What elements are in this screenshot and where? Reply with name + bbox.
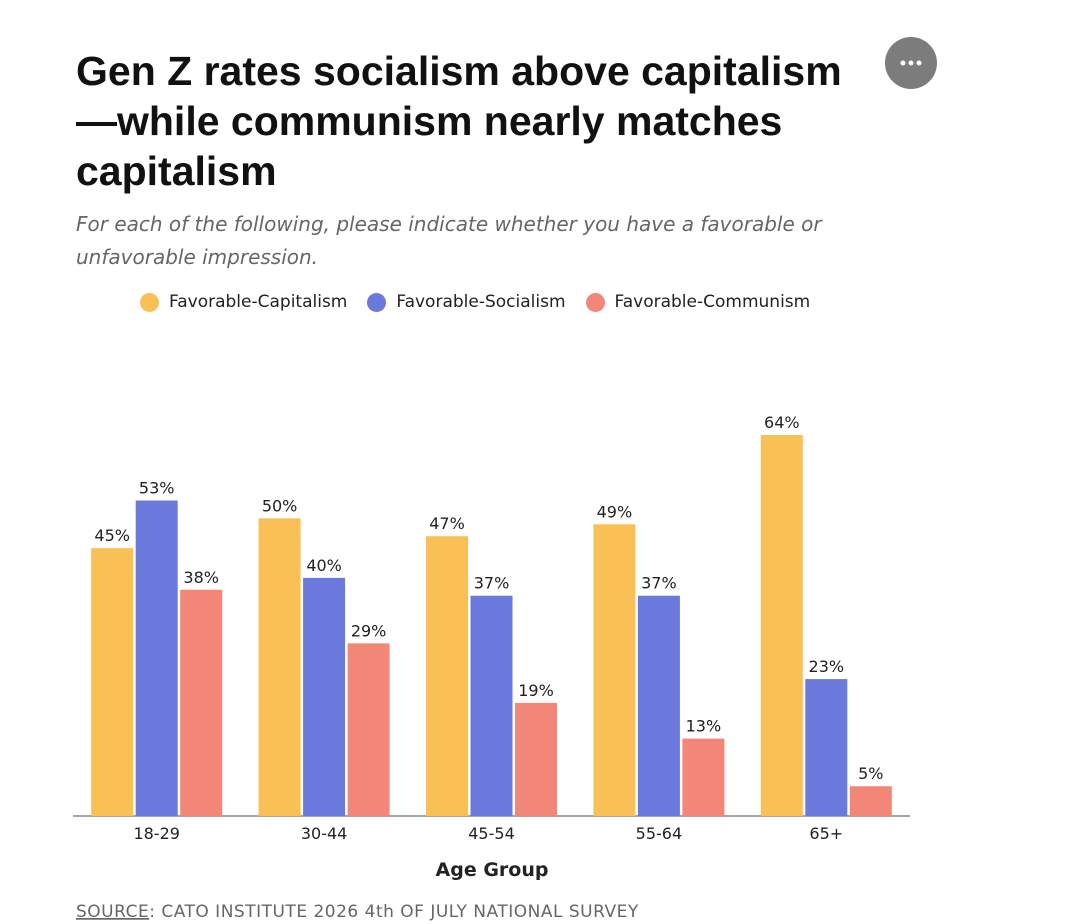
menu-dot — [916, 60, 922, 66]
source-text: : CATO INSTITUTE 2026 4th OF JULY NATION… — [149, 902, 639, 922]
value-label: 23% — [809, 657, 845, 676]
legend-swatch — [367, 292, 387, 312]
legend-item: Favorable-Socialism — [367, 292, 566, 312]
legend: Favorable-Capitalism Favorable-Socialism F… — [140, 292, 810, 312]
x-tick-label: 30-44 — [301, 824, 348, 843]
chart-subtitle: For each of the following, please indica… — [76, 212, 822, 269]
bar — [760, 435, 803, 816]
value-label: 53% — [139, 478, 175, 497]
legend-swatch — [140, 292, 159, 312]
value-label: 29% — [351, 621, 387, 640]
bar — [805, 679, 848, 816]
x-axis-title: Age Group — [436, 859, 549, 881]
menu-button[interactable] — [885, 37, 937, 89]
value-label: 13% — [686, 717, 722, 736]
value-label: 37% — [641, 574, 677, 593]
bar — [180, 589, 223, 816]
menu-dot — [900, 60, 906, 66]
value-label: 19% — [518, 681, 554, 700]
legend-swatch — [585, 292, 605, 312]
legend-item: Favorable-Communism — [585, 292, 811, 312]
bar — [258, 518, 301, 816]
x-tick-label: 55-64 — [636, 824, 683, 843]
value-label: 38% — [183, 568, 219, 587]
value-label: 47% — [429, 514, 465, 533]
value-label: 37% — [474, 574, 510, 593]
source-label: SOURCE — [76, 902, 149, 922]
x-tick-label: 45-54 — [468, 824, 515, 843]
bar — [91, 548, 134, 816]
x-tick-label: 65+ — [809, 824, 843, 843]
source: SOURCE: CATO INSTITUTE 2026 4th OF JULY … — [76, 902, 639, 922]
bar — [593, 524, 636, 816]
value-label: 40% — [306, 556, 342, 575]
value-label: 64% — [764, 413, 800, 432]
bar — [303, 577, 346, 816]
bar — [426, 536, 468, 816]
bar — [515, 702, 557, 816]
bar — [135, 500, 178, 816]
value-label: 49% — [597, 502, 633, 521]
legend-item: Favorable-Capitalism — [140, 292, 347, 312]
value-label: 5% — [858, 764, 883, 783]
bar — [347, 643, 390, 816]
x-tick-label: 18-29 — [133, 824, 180, 843]
value-label: 45% — [94, 526, 130, 545]
legend-label: Favorable-Communism — [614, 292, 811, 312]
menu-dot — [908, 60, 914, 66]
legend-label: Favorable-Socialism — [396, 292, 566, 312]
value-label: 50% — [262, 496, 298, 515]
bar — [849, 786, 892, 816]
bar — [637, 595, 680, 816]
bar — [470, 595, 513, 816]
chart-title: Gen Z rates socialism above capitalism—w… — [76, 48, 842, 194]
legend-label: Favorable-Capitalism — [169, 292, 348, 312]
bar — [682, 738, 725, 816]
